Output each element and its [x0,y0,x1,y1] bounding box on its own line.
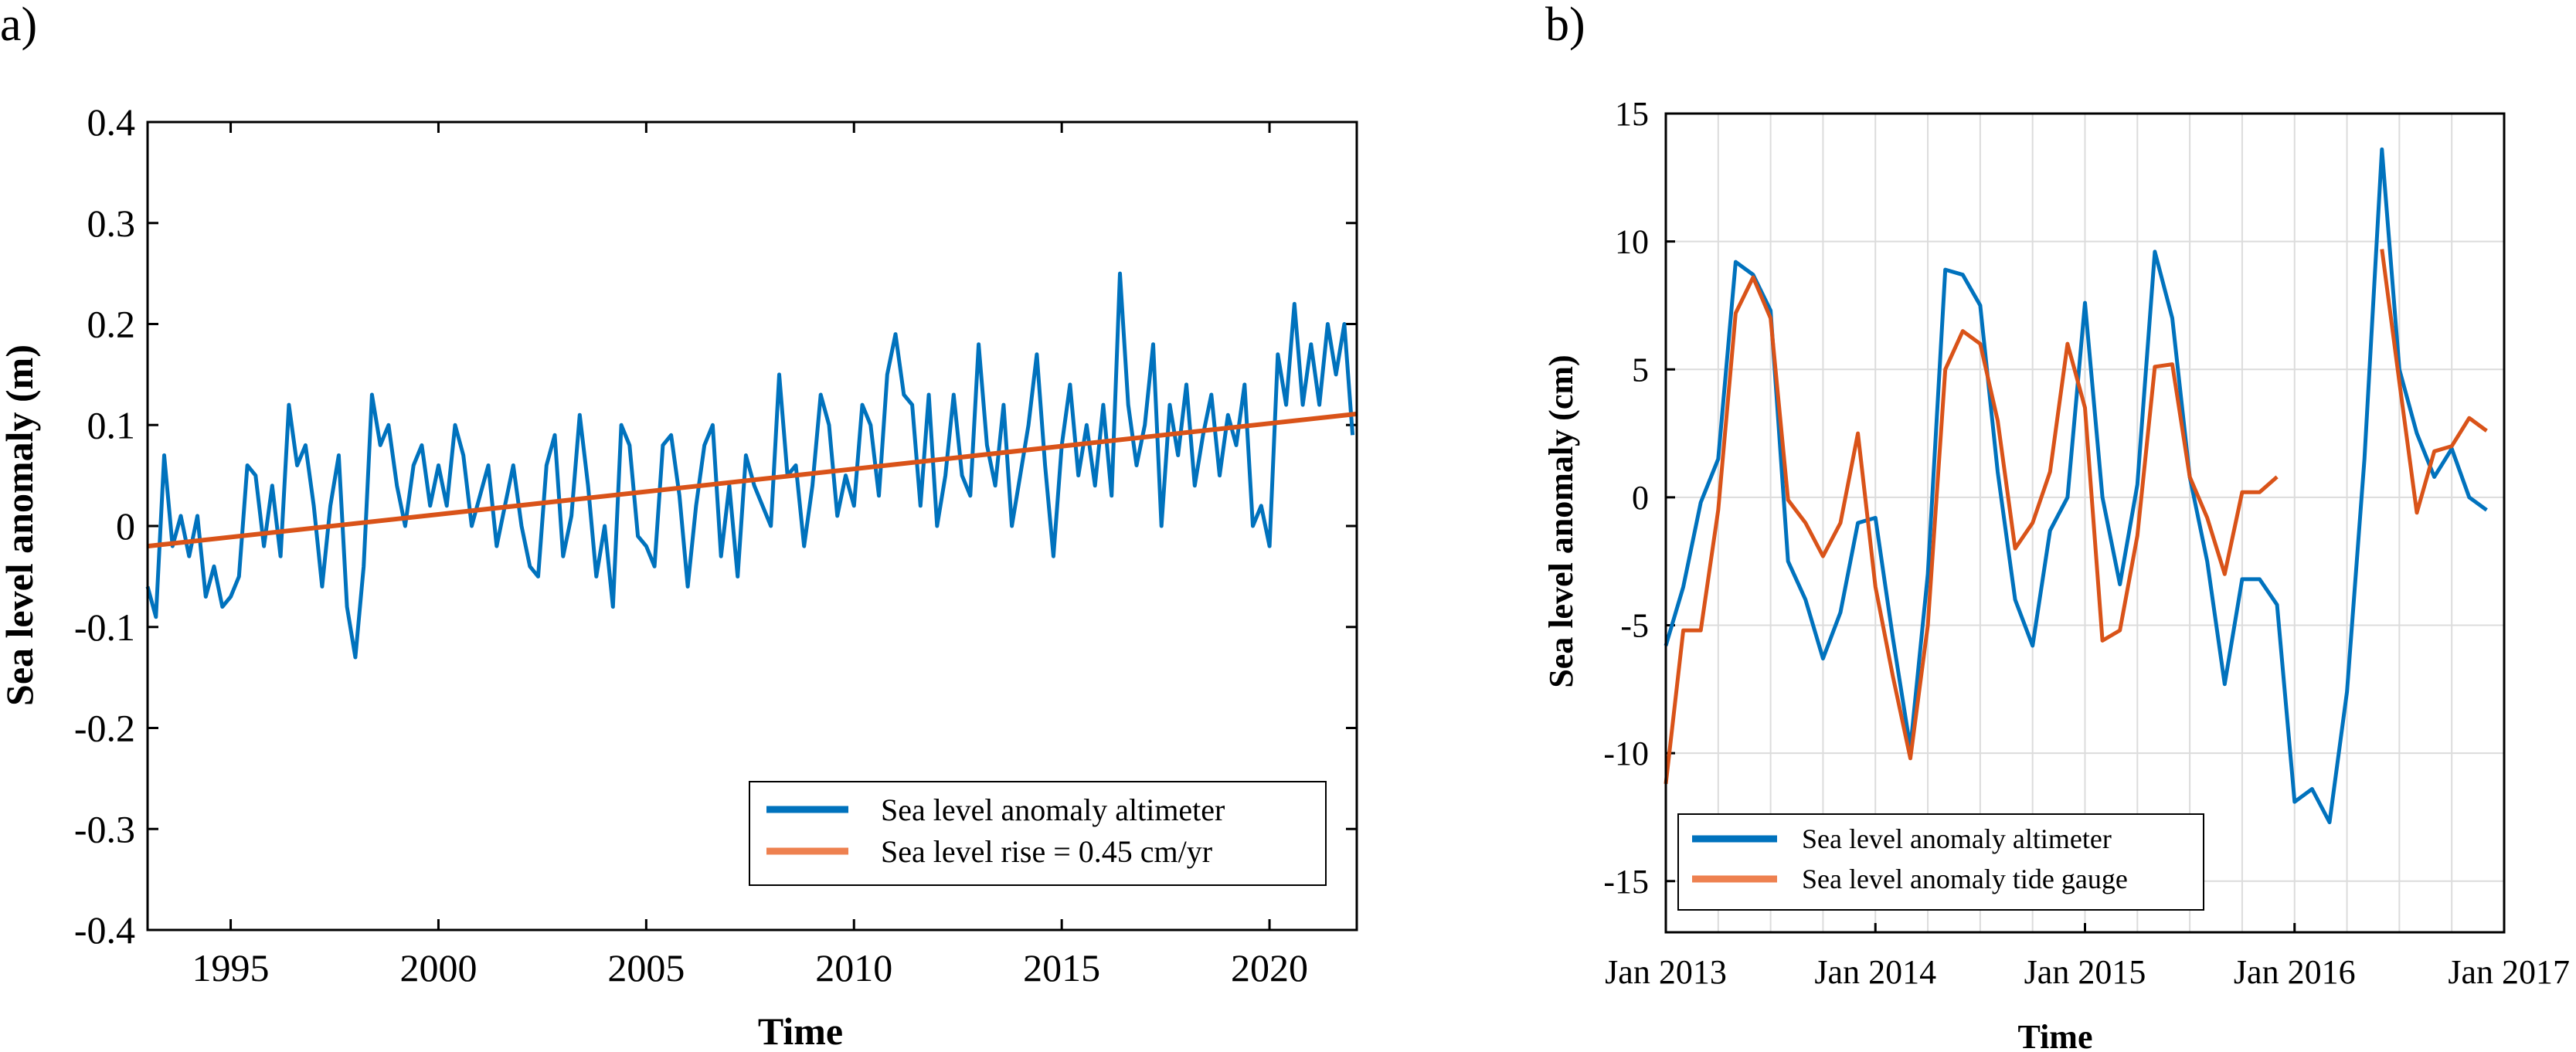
panel-b-x-tick-label: Jan 2017 [2448,953,2570,991]
panel-b-line-chart: b) Jan 2013 Jan 2014 Jan 2015 Jan 2016 Jan 2… [1542,0,2570,1052]
panel-b-x-tick-label: Jan 2016 [2234,953,2356,991]
panel-b-y-tick-label: 5 [1632,351,1649,389]
panel-b-tide-gauge-series-line [1664,249,2488,785]
panel-a-legend-label-altimeter: Sea level anomaly altimeter [881,792,1225,827]
panel-a-x-tick-label: 2015 [1023,946,1100,989]
panel-a-y-axis-label: Sea level anomaly (m) [0,344,41,706]
panel-b-legend-box [1677,813,2204,911]
panel-b-legend-label-altimeter: Sea level anomaly altimeter [1802,823,2112,854]
panel-b-x-tick-label: Jan 2015 [2024,953,2146,991]
panel-a-x-axis-label: Time [758,1010,843,1052]
panel-a-y-tick-label: -0.3 [74,807,135,850]
panel-a-x-tick-label: 2005 [607,946,685,989]
panel-b-y-tick-label: -5 [1620,607,1649,645]
panel-a-y-tick-label: -0.2 [74,707,135,750]
panel-a-y-tick-label: 0.4 [87,100,136,144]
panel-a-legend: Sea level anomaly altimeter Sea level ri… [749,781,1327,886]
panel-a-y-ticks: -0.4 -0.3 -0.2 -0.1 0 0.1 0.2 0.3 0.4 [74,100,1357,952]
panel-b-legend-label-tide-gauge: Sea level anomaly tide gauge [1802,864,2128,894]
panel-b-y-axis-label: Sea level anomaly (cm) [1542,355,1580,687]
panel-b-x-tick-label: Jan 2014 [1814,953,1936,991]
panel-b-y-tick-label: 0 [1632,479,1649,517]
panel-b-y-tick-label: -10 [1603,735,1649,772]
panel-b-grid [1666,114,2504,932]
panel-a-legend-label-trend: Sea level rise = 0.45 cm/yr [881,834,1212,869]
panel-a-x-ticks: 1995 2000 2005 2010 2015 2020 [192,122,1308,989]
panel-a-altimeter-series-line [145,271,1355,660]
panel-a-legend-box [749,781,1327,886]
panel-a-x-tick-label: 2010 [815,946,892,989]
panel-b-label: b) [1545,0,1585,51]
panel-a-x-tick-label: 1995 [192,946,270,989]
panel-b-y-tick-label: 15 [1615,95,1649,133]
panel-a-y-tick-label: 0 [116,504,135,548]
panel-b-x-axis-label: Time [2018,1018,2093,1052]
panel-b-axes-frame [1664,112,2506,934]
panel-b-legend: Sea level anomaly altimeter Sea level an… [1677,813,2204,911]
panel-a-y-tick-label: -0.4 [74,908,135,952]
panel-b-altimeter-series-line [1664,147,2488,825]
panel-a-y-tick-label: -0.1 [74,606,135,649]
panel-b-x-tick-label: Jan 2013 [1605,953,1727,991]
panel-a-line-chart: a) 1995 2000 2005 2010 2015 2020 -0.4 -0.3 -0.2… [0,0,1358,1052]
panel-a-y-tick-label: 0.3 [87,202,136,245]
panel-a-label: a) [0,0,37,51]
panel-a-x-tick-label: 2000 [399,946,477,989]
panel-b-y-tick-label: 10 [1615,223,1649,261]
panel-a-axes-frame [146,120,1358,932]
panel-b-x-ticks: Jan 2013 Jan 2014 Jan 2015 Jan 2016 Jan 2017 [1605,923,2570,991]
panel-b-y-tick-label: -15 [1603,863,1649,901]
panel-a-y-tick-label: 0.2 [87,303,136,346]
panel-b-y-ticks: -15 -10 -5 0 5 10 15 [1603,95,1675,901]
panel-a-y-tick-label: 0.1 [87,403,136,446]
panel-a-x-tick-label: 2020 [1231,946,1308,989]
panel-a-sea-level-rise-trend-line [147,411,1358,549]
